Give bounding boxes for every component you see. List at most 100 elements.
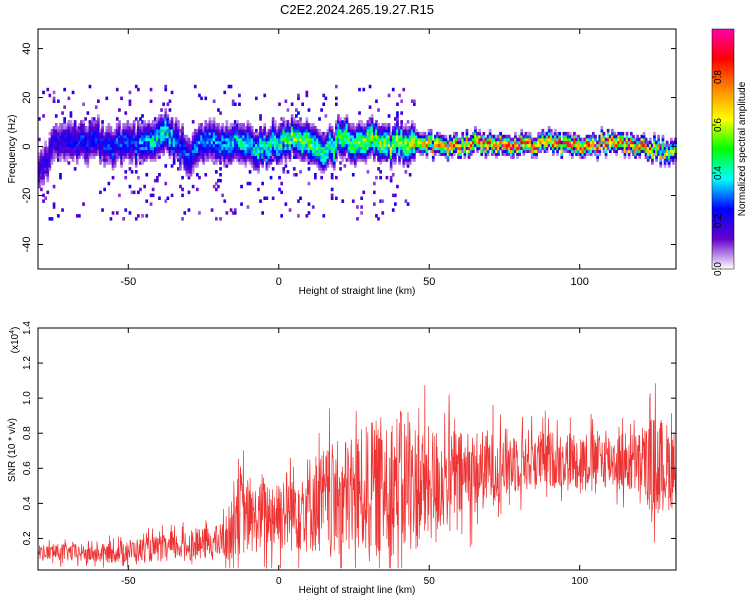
spectrogram-cell	[143, 131, 146, 136]
spectrogram-cell	[206, 158, 210, 162]
spectrogram-cell	[105, 96, 109, 101]
spectrogram-cell	[455, 146, 458, 151]
spectrogram-cell	[292, 128, 296, 133]
spectrogram-cell	[341, 123, 345, 127]
spectrogram-cell	[101, 137, 104, 142]
spectrogram-cell	[75, 140, 79, 145]
spectrogram-cell	[343, 146, 347, 151]
spectrogram-cell	[236, 131, 239, 136]
spectrogram-cell	[198, 211, 201, 215]
spectrogram-cell	[139, 155, 142, 159]
spectrogram-cell	[250, 143, 254, 148]
spectrogram-cell	[143, 126, 146, 130]
spectrogram-cell	[379, 146, 382, 151]
spectrogram-cell	[208, 134, 212, 139]
spectrogram-cell	[80, 137, 83, 142]
spectrogram-cell	[520, 143, 524, 148]
spectrogram-cell	[455, 137, 458, 142]
spectrogram-cell	[84, 140, 87, 145]
spectrogram-cell	[48, 140, 52, 145]
spectrogram-cell	[99, 152, 102, 156]
spectrogram-cell	[84, 128, 87, 133]
y-tick-label: 1.0	[22, 391, 33, 405]
spectrogram-cell	[309, 158, 313, 162]
spectrogram-cell	[290, 117, 294, 121]
spectrogram-cell	[276, 149, 279, 153]
spectrogram-cell	[528, 146, 532, 151]
spectrogram-cell	[413, 99, 416, 103]
spectrogram-cell	[335, 128, 338, 133]
spectrogram-cell	[94, 126, 98, 130]
spectrogram-cell	[54, 131, 58, 136]
spectrogram-cell	[130, 170, 134, 174]
spectrogram-cell	[328, 128, 332, 133]
spectrogram-cell	[177, 167, 180, 171]
spectrogram-cell	[284, 120, 288, 124]
spectrogram-cell	[156, 143, 159, 148]
spectrogram-cell	[373, 152, 376, 156]
spectrogram-cell	[126, 123, 130, 127]
spectrogram-cell	[84, 131, 87, 136]
spectrogram-cell	[592, 140, 595, 145]
spectrogram-cell	[52, 205, 56, 209]
spectrogram-cell	[415, 146, 418, 151]
spectrogram-cell	[75, 126, 79, 130]
spectrogram-cell	[244, 164, 248, 168]
spectrogram-cell	[377, 140, 380, 145]
spectrogram-cell	[518, 152, 521, 156]
spectrogram-cell	[341, 137, 345, 142]
spectrogram-cell	[181, 146, 184, 151]
spectrogram-cell	[627, 140, 631, 145]
spectrogram-cell	[164, 181, 168, 186]
spectrogram-cell	[368, 140, 372, 145]
spectrogram-cell	[174, 143, 178, 148]
snr-x-ticks: -50 0 50 100	[121, 328, 588, 587]
colorbar-tick-label: 0.8	[713, 70, 724, 84]
spectrogram-cell	[585, 152, 589, 156]
spectrogram-cell	[600, 134, 604, 139]
spectrogram-cell	[105, 158, 109, 162]
spectrogram-cell	[406, 126, 410, 130]
spectrogram-cell	[128, 123, 132, 127]
spectrogram-cell	[200, 149, 203, 153]
spectrogram-cell	[128, 128, 132, 133]
spectrogram-cell	[42, 152, 45, 156]
spectrogram-cell	[158, 123, 161, 127]
spectrogram-cell	[88, 143, 92, 148]
spectrogram-cell	[99, 155, 102, 159]
spectrogram-cell	[59, 128, 62, 133]
spectrogram-cell	[231, 152, 235, 156]
spectrogram-cell	[248, 131, 252, 136]
spectrogram-cell	[330, 149, 334, 153]
spectrogram-cell	[341, 199, 345, 203]
spectrogram-cell	[48, 137, 52, 142]
spectrogram-cell	[356, 146, 359, 151]
spectrogram-cell	[646, 146, 650, 151]
spectrogram-cell	[63, 146, 66, 151]
spectrogram-cell	[351, 131, 355, 136]
spectrogram-cell	[185, 140, 189, 145]
spectrogram-cell	[162, 143, 165, 148]
spectrogram-cell	[366, 131, 370, 136]
spectrogram-cell	[335, 175, 338, 180]
spectrogram-cell	[402, 164, 406, 168]
spectrogram-cell	[427, 128, 431, 133]
spectrogram-cell	[423, 134, 427, 139]
spectrogram-cell	[446, 155, 450, 159]
spectrogram-cell	[375, 175, 378, 180]
spectrogram-cell	[520, 134, 524, 139]
spectrogram-cell	[461, 143, 465, 148]
spectrogram-cell	[299, 158, 302, 162]
spectrogram-cell	[503, 143, 507, 148]
spectrogram-cell	[573, 146, 576, 151]
spectrogram-cell	[326, 149, 330, 153]
spectrogram-cell	[229, 161, 233, 165]
spectrogram-cell	[210, 128, 214, 133]
spectrogram-cell	[303, 123, 307, 127]
spectrogram-cell	[638, 143, 642, 148]
spectrogram-cell	[69, 146, 73, 151]
spectrogram-cell	[267, 143, 271, 148]
spectrogram-cell	[554, 146, 557, 151]
spectrogram-cell	[537, 140, 540, 145]
spectrogram-cell	[130, 161, 134, 165]
